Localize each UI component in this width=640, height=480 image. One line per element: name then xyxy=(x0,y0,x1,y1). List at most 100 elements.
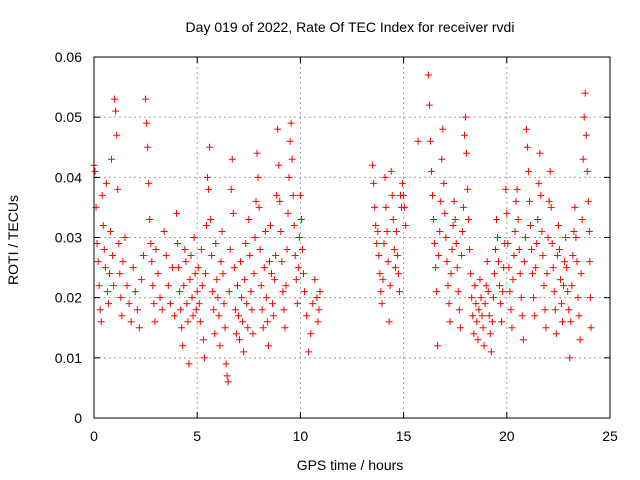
data-point xyxy=(551,306,559,314)
data-point xyxy=(503,209,511,217)
data-point xyxy=(384,258,392,266)
data-point xyxy=(522,125,530,133)
data-point xyxy=(270,312,278,320)
data-point xyxy=(166,300,174,308)
data-point xyxy=(119,258,127,266)
data-point xyxy=(208,252,216,260)
data-point xyxy=(455,306,463,314)
data-point xyxy=(495,258,503,266)
data-point xyxy=(472,300,480,308)
data-point xyxy=(444,282,452,290)
data-point xyxy=(387,167,395,175)
data-point xyxy=(243,300,251,308)
data-point xyxy=(221,324,229,332)
data-point xyxy=(460,131,468,139)
data-point xyxy=(117,294,125,302)
data-point xyxy=(568,282,576,290)
data-point xyxy=(377,288,385,296)
data-point xyxy=(277,227,285,235)
data-point xyxy=(390,246,398,254)
data-point xyxy=(279,288,287,296)
data-point xyxy=(195,300,203,308)
data-point xyxy=(498,318,506,326)
data-point xyxy=(467,270,475,278)
data-point xyxy=(229,209,237,217)
data-point xyxy=(109,252,117,260)
data-point xyxy=(162,252,170,260)
data-point xyxy=(246,252,254,260)
data-point xyxy=(379,276,387,284)
data-point xyxy=(170,312,178,320)
data-point xyxy=(536,149,544,157)
data-point xyxy=(526,197,534,205)
data-point xyxy=(583,167,591,175)
data-point xyxy=(313,294,321,302)
data-point xyxy=(585,227,593,235)
data-point xyxy=(236,336,244,344)
data-point xyxy=(226,246,234,254)
data-point xyxy=(466,246,474,254)
data-point xyxy=(483,258,491,266)
data-point xyxy=(185,360,193,368)
data-point xyxy=(212,240,220,248)
data-point xyxy=(511,227,519,235)
data-point xyxy=(131,288,139,296)
data-point xyxy=(426,137,434,145)
data-point xyxy=(566,354,574,362)
data-point xyxy=(288,155,296,163)
data-point xyxy=(564,288,572,296)
data-point xyxy=(127,318,135,326)
data-point xyxy=(197,246,205,254)
data-point xyxy=(382,203,390,211)
data-point xyxy=(371,203,379,211)
data-point xyxy=(225,288,233,296)
x-tick-label: 25 xyxy=(602,428,618,444)
data-point xyxy=(115,240,123,248)
data-point xyxy=(309,300,317,308)
data-point xyxy=(194,264,202,272)
data-point xyxy=(464,185,472,193)
data-point xyxy=(457,252,465,260)
data-point xyxy=(473,318,481,326)
x-tick-label: 20 xyxy=(499,428,515,444)
data-point xyxy=(385,318,393,326)
data-point xyxy=(507,306,515,314)
data-point xyxy=(140,252,148,260)
data-point xyxy=(586,258,594,266)
data-point xyxy=(449,221,457,229)
data-point xyxy=(445,300,453,308)
data-point xyxy=(156,294,164,302)
data-point xyxy=(152,246,160,254)
data-point xyxy=(250,270,258,278)
y-tick-label: 0.06 xyxy=(55,49,82,65)
data-point xyxy=(582,131,590,139)
data-point xyxy=(305,348,313,356)
data-point xyxy=(145,179,153,187)
data-point xyxy=(214,294,222,302)
data-point xyxy=(200,354,208,362)
data-point xyxy=(218,227,226,235)
data-point xyxy=(129,264,137,272)
data-point xyxy=(508,324,516,332)
data-point xyxy=(299,270,307,278)
data-point xyxy=(372,221,380,229)
data-point xyxy=(431,240,439,248)
y-tick-label: 0.03 xyxy=(55,230,82,246)
y-axis-label: ROTI / TECUs xyxy=(5,195,21,285)
data-point xyxy=(199,336,207,344)
data-point xyxy=(462,113,470,121)
data-point xyxy=(438,155,446,163)
data-point xyxy=(228,155,236,163)
data-point xyxy=(174,240,182,248)
data-point xyxy=(391,264,399,272)
data-point xyxy=(381,173,389,181)
data-point xyxy=(539,252,547,260)
data-point xyxy=(234,312,242,320)
data-point xyxy=(432,264,440,272)
data-point xyxy=(518,312,526,320)
data-point xyxy=(289,191,297,199)
data-point xyxy=(294,264,302,272)
data-point xyxy=(515,246,523,254)
data-point xyxy=(393,252,401,260)
data-point xyxy=(205,185,213,193)
